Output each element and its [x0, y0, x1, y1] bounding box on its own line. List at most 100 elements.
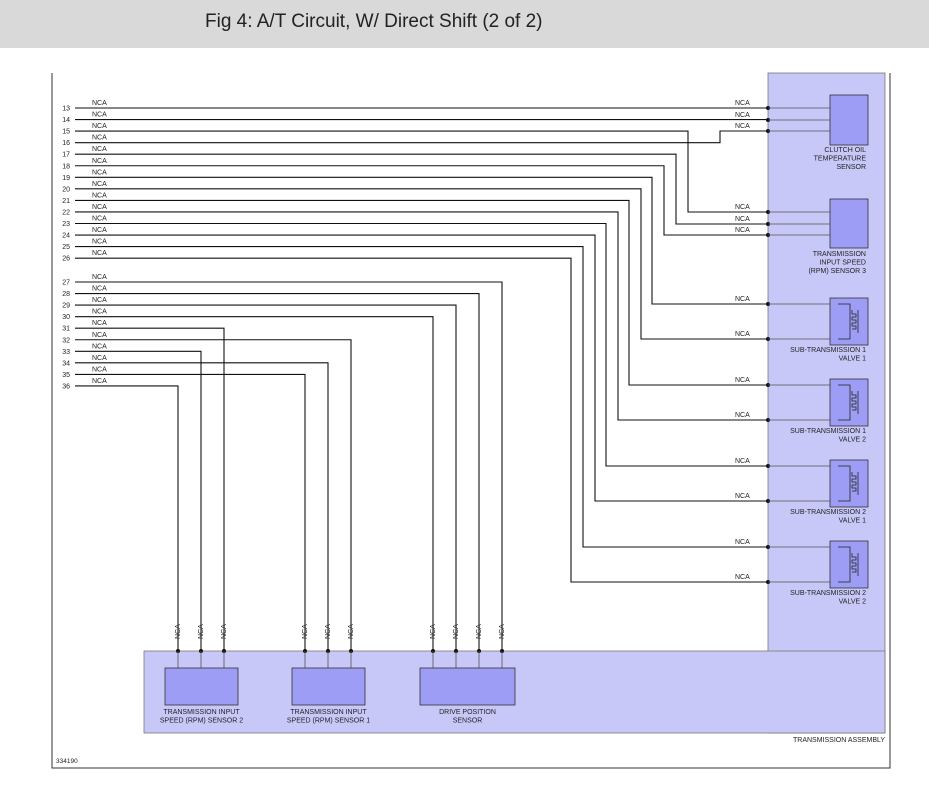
wire	[75, 246, 768, 548]
connector-label: NCA	[735, 123, 750, 130]
wire	[75, 327, 225, 651]
figure-number: 334190	[56, 758, 78, 765]
wire-label: NCA	[92, 286, 107, 293]
pin-number: 16	[62, 140, 70, 147]
wire	[75, 165, 768, 236]
pin-number: 15	[62, 129, 70, 136]
component-label: SUB-TRANSMISSION 1	[790, 347, 866, 354]
connector-label: NCA	[499, 624, 506, 639]
connector-label: NCA	[453, 624, 460, 639]
wire	[75, 257, 768, 583]
wire-label: NCA	[92, 100, 107, 107]
pin-number: 33	[62, 349, 70, 356]
connector-label: NCA	[735, 539, 750, 546]
component-label: (RPM) SENSOR 3	[808, 268, 866, 275]
connector-label: NCA	[735, 204, 750, 211]
connector-label: NCA	[735, 216, 750, 223]
component	[829, 94, 869, 146]
wire	[75, 339, 352, 651]
solenoid-symbol	[838, 384, 859, 421]
component-label: VALVE 1	[839, 356, 866, 363]
assembly-label: TRANSMISSION ASSEMBLY	[793, 737, 885, 744]
component-label: DRIVE POSITION	[439, 709, 496, 716]
component	[419, 667, 516, 706]
wire-label: NCA	[92, 169, 107, 176]
solenoid-symbol	[838, 465, 859, 502]
component	[291, 667, 366, 706]
wire-label: NCA	[92, 343, 107, 350]
pin-number: 13	[62, 106, 70, 113]
wire	[75, 350, 202, 651]
connector-label: NCA	[735, 100, 750, 107]
pin-number: 14	[62, 117, 70, 124]
pin-number: 25	[62, 244, 70, 251]
pin-number: 21	[62, 198, 70, 205]
pin-number: 19	[62, 175, 70, 182]
connector-label: NCA	[430, 624, 437, 639]
wire-label: NCA	[92, 274, 107, 281]
wire	[75, 188, 768, 340]
wire-label: NCA	[92, 366, 107, 373]
solenoid-symbol	[838, 546, 859, 583]
component	[829, 540, 869, 589]
component-label: SENSOR	[453, 718, 483, 725]
pin-number: 18	[62, 163, 70, 170]
connector-label: NCA	[735, 493, 750, 500]
wire	[75, 362, 329, 651]
wire-label: NCA	[92, 320, 107, 327]
component-label: TRANSMISSION	[813, 251, 866, 258]
pin-number: 34	[62, 360, 70, 367]
connector-label: NCA	[735, 377, 750, 384]
connector-label: NCA	[735, 331, 750, 338]
wire	[75, 281, 503, 651]
component-label: VALVE 1	[839, 518, 866, 525]
title: Fig 4: A/T Circuit, W/ Direct Shift (2 o…	[205, 11, 543, 32]
wire	[75, 130, 768, 213]
connector-label: NCA	[348, 624, 355, 639]
wire-label: NCA	[92, 297, 107, 304]
wire-label: NCA	[92, 204, 107, 211]
component-label: SPEED (RPM) SENSOR 2	[160, 718, 243, 725]
component	[829, 459, 869, 508]
component-label: CLUTCH OIL	[824, 147, 866, 154]
component-label: INPUT SPEED	[819, 260, 866, 267]
wire	[75, 316, 434, 651]
wire-label: NCA	[92, 158, 107, 165]
wire-label: NCA	[92, 123, 107, 130]
wire	[75, 199, 768, 386]
wire-label: NCA	[92, 192, 107, 199]
wire	[75, 130, 768, 144]
connector-label: NCA	[175, 624, 182, 639]
pin-number: 23	[62, 221, 70, 228]
pin-number: 31	[62, 326, 70, 333]
component-label: VALVE 2	[839, 437, 866, 444]
pin-number: 17	[62, 152, 70, 159]
wire	[75, 176, 768, 305]
wire-label: NCA	[92, 135, 107, 142]
pin-number: 29	[62, 303, 70, 310]
pin-number: 20	[62, 186, 70, 193]
pin-number: 27	[62, 280, 70, 287]
connector-label: NCA	[476, 624, 483, 639]
pin-number: 28	[62, 291, 70, 298]
connector-label: NCA	[325, 624, 332, 639]
wire	[75, 373, 306, 651]
connector-label: NCA	[735, 227, 750, 234]
component-label: SENSOR	[836, 164, 866, 171]
connector-label: NCA	[735, 112, 750, 119]
pin-number: 30	[62, 314, 70, 321]
pin-number: 36	[62, 383, 70, 390]
component	[164, 667, 239, 706]
component-label: TRANSMISSION INPUT	[290, 709, 367, 716]
wire-label: NCA	[92, 227, 107, 234]
component	[829, 198, 869, 249]
wire-label: NCA	[92, 250, 107, 257]
wire	[75, 304, 457, 651]
component-label: SPEED (RPM) SENSOR 1	[287, 718, 370, 725]
wire-label: NCA	[92, 309, 107, 316]
panel-joint	[769, 652, 884, 732]
wire-label: NCA	[92, 181, 107, 188]
wire	[75, 234, 768, 502]
pin-number: 35	[62, 372, 70, 379]
pin-number: 22	[62, 209, 70, 216]
